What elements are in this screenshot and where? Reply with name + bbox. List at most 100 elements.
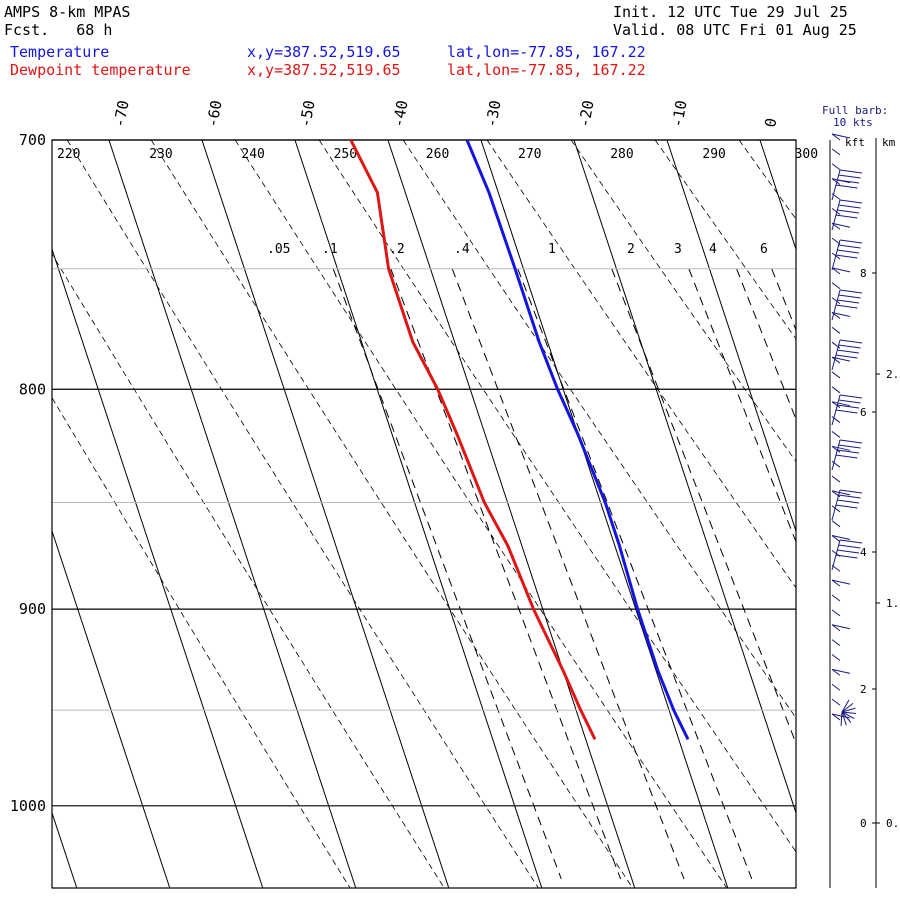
wind-barb-flag [838, 174, 861, 179]
wind-barb-staff [831, 683, 841, 691]
dry-adiabat-label: 240 [241, 147, 264, 162]
kft-label: 4 [860, 546, 867, 559]
wind-barb-flag [831, 535, 851, 541]
mixing-ratio-label: 2 [627, 242, 635, 257]
wind-barb-staff [831, 133, 841, 141]
mixing-ratio-label: 3 [674, 242, 682, 257]
mixing-ratio-line [891, 269, 900, 879]
isotherm-label: -70 [110, 99, 132, 129]
mixing-ratio-label: .1 [322, 242, 338, 257]
isotherm-line [52, 529, 171, 888]
wind-barb-flag [831, 222, 851, 228]
wind-barb-staff [831, 639, 841, 647]
wind-barb-staff [831, 594, 841, 602]
wind-barb-staff [831, 445, 841, 453]
mixing-ratio-line [688, 268, 796, 544]
wind-barb-staff [831, 624, 841, 632]
plot-border [51, 139, 797, 889]
wind-barb-staff [831, 267, 841, 275]
wind-barb-staff [831, 326, 841, 334]
pressure-label: 1000 [10, 797, 46, 815]
init-time: Init. 12 UTC Tue 29 Jul 25 [613, 3, 848, 21]
valid-time: Valid. 08 UTC Fri 01 Aug 25 [613, 21, 857, 39]
kft-label: 2 [860, 683, 867, 696]
wind-barb-flag [839, 199, 863, 204]
dry-adiabat-line [654, 140, 796, 340]
wind-barb-staff [831, 579, 841, 587]
wind-barb-surface [841, 702, 854, 713]
wind-barb-flag [839, 439, 863, 444]
wind-barb-flag [839, 394, 863, 399]
km-label: 1. [886, 597, 899, 610]
isotherm-label: -30 [482, 99, 504, 129]
wind-barb-flag [836, 404, 860, 409]
km-label: 0. [886, 817, 899, 830]
wind-barb-flag [835, 554, 858, 559]
wind-barb-flag [839, 539, 863, 544]
wind-barb-flag [835, 214, 858, 219]
wind-barb-flag [836, 449, 860, 454]
wind-barb-staff [831, 148, 841, 156]
wind-barb-surface [841, 707, 856, 713]
wind-barb-flag [831, 133, 851, 139]
wind-barb-flag [835, 254, 858, 259]
wind-barb-surface [841, 711, 855, 720]
temperature-profile [465, 140, 690, 740]
mixing-ratio-line [451, 268, 685, 880]
isotherm-label: -60 [203, 99, 225, 129]
wind-barb-staff [831, 609, 841, 617]
mixing-ratio-line [611, 268, 796, 745]
wind-barb-flag [838, 204, 861, 209]
wind-barb-staff [831, 178, 841, 186]
dry-adiabat-label: 270 [518, 147, 541, 162]
isotherm-label: -40 [389, 99, 411, 129]
wind-barb-staff [831, 431, 841, 438]
kft-unit-label: kft [845, 136, 865, 149]
wind-barb-staff [831, 386, 841, 394]
wind-barb-flag [836, 349, 860, 354]
wind-barb-flag [831, 579, 851, 585]
pressure-label: 700 [19, 131, 46, 149]
kft-label: 8 [860, 267, 867, 280]
temperature-legend-label: Temperature [10, 43, 110, 61]
wind-barb-staff [831, 520, 841, 528]
wind-barb-staff [831, 341, 841, 349]
wind-barb-flag [835, 454, 858, 459]
wind-barb-staff [831, 654, 841, 661]
isotherm-label: 0 [761, 117, 780, 129]
wind-barb-flag [835, 304, 858, 309]
wind-barb-flag [831, 445, 851, 451]
wind-barb-staff [831, 535, 841, 542]
dry-adiabat-label: 250 [334, 147, 357, 162]
wind-barb-staff [831, 460, 841, 468]
wind-barb-surface [841, 699, 850, 713]
wind-barb-staff [831, 371, 841, 379]
temperature-xy: x,y=387.52,519.65 [247, 43, 401, 61]
wind-barb-staff [831, 698, 841, 706]
wind-barb-panel: Full barb:10 kts kft km 8 6 4 2 0 2. 1. 0. [822, 104, 899, 888]
dry-adiabat-line [66, 140, 539, 888]
wind-barb-flag [838, 399, 861, 404]
wind-barb-staff [831, 416, 841, 423]
chart-header: AMPS 8-km MPAS Fcst. 68 h Init. 12 UTC T… [0, 0, 900, 84]
mixing-ratio-label: 1 [548, 242, 556, 257]
km-label: 2. [886, 368, 899, 381]
wind-barb-flag [835, 184, 858, 189]
pressure-label: 800 [19, 380, 46, 398]
dry-adiabat-line [52, 253, 445, 888]
wind-barb-flag [838, 544, 861, 549]
mixing-ratio-label: 6 [760, 242, 768, 257]
wind-barb-staff [831, 356, 841, 364]
mixing-ratio-line [390, 268, 622, 880]
dry-adiabat-line [234, 140, 728, 888]
dry-adiabat-label: 280 [610, 147, 633, 162]
isotherm-line [666, 140, 796, 533]
isotherm-label: -50 [296, 99, 318, 129]
wind-barb-flag [836, 249, 860, 254]
isotherm-line [52, 811, 78, 888]
isotherm-line [387, 140, 636, 888]
wind-barb-flag [839, 489, 863, 494]
wind-barb-flag [838, 244, 861, 249]
wind-barb-flag [835, 354, 858, 359]
